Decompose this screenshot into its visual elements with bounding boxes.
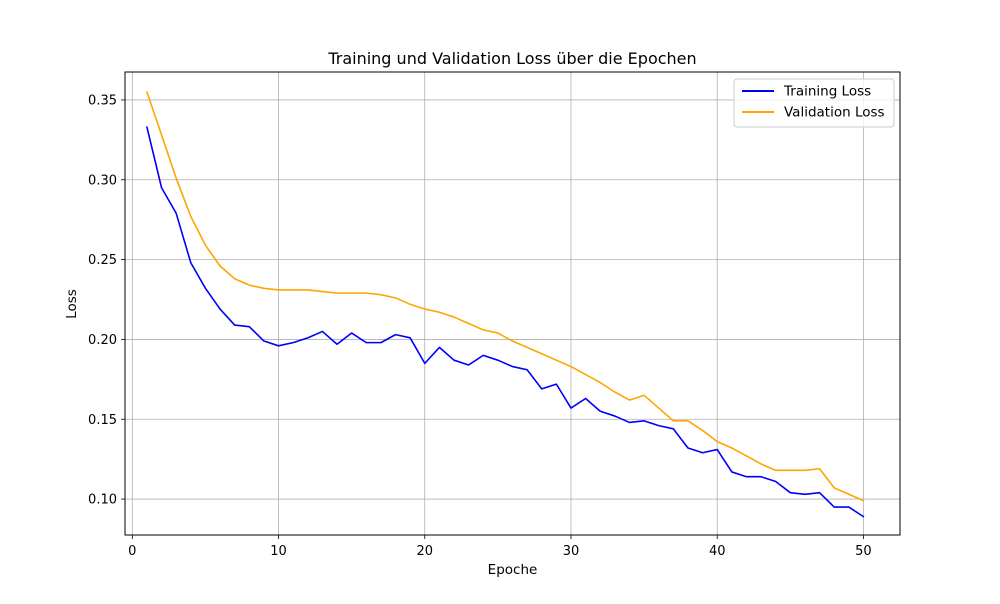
y-tick-label: 0.25: [88, 253, 117, 268]
y-tick-label: 0.10: [88, 493, 117, 508]
y-axis-label: Loss: [64, 289, 80, 319]
x-axis-ticks: 0 10 20 30 40 50: [128, 535, 872, 559]
x-tick-label: 0: [128, 544, 136, 559]
legend-label-validation: Validation Loss: [784, 105, 885, 121]
x-tick-label: 50: [855, 544, 872, 559]
chart-title: Training und Validation Loss über die Ep…: [327, 49, 696, 68]
training-loss-line: [146, 126, 865, 518]
y-axis-ticks: 0.10 0.15 0.20 0.25 0.30 0.35: [88, 93, 125, 508]
y-tick-label: 0.15: [88, 413, 117, 428]
validation-loss-line: [146, 91, 865, 502]
y-tick-label: 0.35: [88, 93, 117, 108]
plot-frame: [124, 71, 901, 536]
y-tick-label: 0.20: [88, 333, 117, 348]
x-tick-label: 20: [416, 544, 433, 559]
x-axis-label: Epoche: [488, 562, 538, 578]
y-tick-label: 0.30: [88, 173, 117, 188]
legend-label-training: Training Loss: [783, 84, 871, 100]
series-lines: [146, 91, 865, 518]
grid: [125, 72, 900, 535]
x-tick-label: 30: [563, 544, 580, 559]
x-tick-label: 10: [270, 544, 287, 559]
x-tick-label: 40: [709, 544, 726, 559]
legend: Training Loss Validation Loss: [733, 78, 895, 128]
